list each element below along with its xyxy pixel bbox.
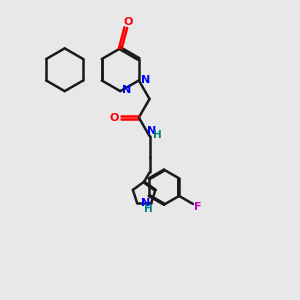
Text: N: N [147,126,157,136]
Text: F: F [194,202,201,212]
Text: O: O [124,17,133,27]
Text: N: N [141,76,150,85]
Text: H: H [154,130,162,140]
Text: N: N [141,198,150,208]
Text: N: N [122,85,131,95]
Text: O: O [110,112,119,122]
Text: H: H [144,204,153,214]
